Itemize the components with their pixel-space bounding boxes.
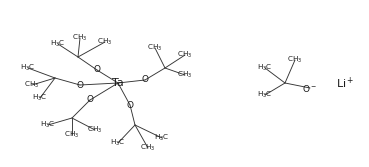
Text: CH$_3$: CH$_3$ xyxy=(64,130,80,140)
Text: CH$_3$: CH$_3$ xyxy=(147,43,163,53)
Text: H$_3$C: H$_3$C xyxy=(40,120,56,130)
Text: H$_3$C: H$_3$C xyxy=(50,39,66,49)
Text: CH$_3$: CH$_3$ xyxy=(24,80,39,90)
Text: O: O xyxy=(76,80,83,90)
Text: CH$_3$: CH$_3$ xyxy=(140,143,156,153)
Text: O: O xyxy=(141,75,148,85)
Text: CH$_3$: CH$_3$ xyxy=(287,55,303,65)
Text: CH$_3$: CH$_3$ xyxy=(97,37,113,47)
Text: O$^-$: O$^-$ xyxy=(303,82,317,94)
Text: O: O xyxy=(127,101,134,110)
Text: H$_3$C: H$_3$C xyxy=(20,63,36,73)
Text: O: O xyxy=(86,96,93,105)
Text: CH$_3$: CH$_3$ xyxy=(177,70,193,80)
Text: H$_3$C: H$_3$C xyxy=(32,93,48,103)
Text: CH$_3$: CH$_3$ xyxy=(72,33,88,43)
Text: CH$_3$: CH$_3$ xyxy=(87,125,103,135)
Text: CH$_3$: CH$_3$ xyxy=(177,50,193,60)
Text: H$_3$C: H$_3$C xyxy=(257,90,273,100)
Text: H$_3$C: H$_3$C xyxy=(154,133,170,143)
Text: Ta: Ta xyxy=(112,78,124,88)
Text: Li$^+$: Li$^+$ xyxy=(336,75,354,91)
Text: O: O xyxy=(93,65,100,74)
Text: H$_3$C: H$_3$C xyxy=(110,138,126,148)
Text: H$_3$C: H$_3$C xyxy=(257,63,273,73)
